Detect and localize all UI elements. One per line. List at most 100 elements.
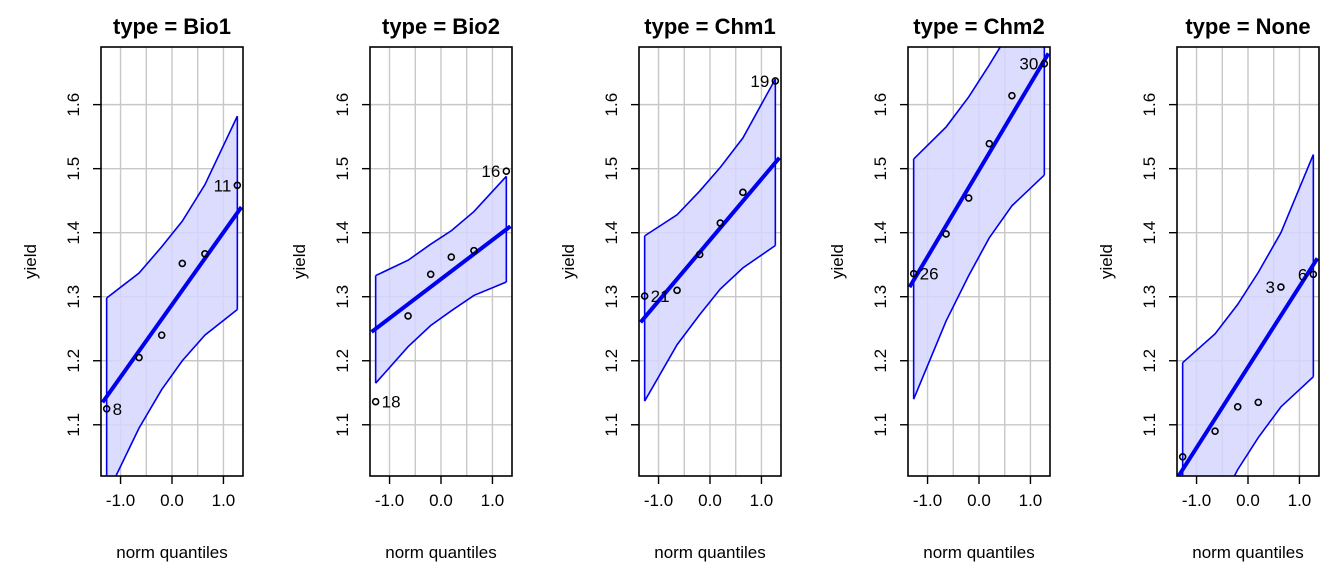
reference-line [1177, 257, 1319, 476]
panel-5: type = None 3 6 -1.0 0.0 1.0 1.1 1.2 1.3 1.4 1.5 1.… [1097, 14, 1320, 562]
data-point [470, 246, 478, 255]
reference-line [908, 52, 1050, 289]
y-tick-label: 1.3 [1140, 285, 1159, 309]
data-point [909, 269, 918, 278]
point-label: 11 [214, 176, 232, 195]
x-tick-label: -1.0 [375, 491, 404, 510]
y-tick-label: 1.1 [871, 413, 890, 437]
y-tick-label: 1.5 [602, 157, 621, 181]
confidence-band [913, 47, 1045, 400]
confidence-band [106, 116, 238, 476]
x-tick-label: 1.0 [1019, 491, 1043, 510]
point-label: 19 [750, 72, 769, 91]
data-point [739, 188, 747, 197]
y-tick-label: 1.5 [1140, 157, 1159, 181]
x-tick-label: 1.0 [212, 491, 236, 510]
x-tick-label: -1.0 [913, 491, 942, 510]
data-point [1040, 59, 1049, 68]
y-tick-label: 1.3 [871, 285, 890, 309]
y-tick-label: 1.6 [333, 93, 352, 117]
data-point [1233, 403, 1242, 411]
y-tick-label: 1.2 [333, 349, 352, 373]
x-tick-label: -1.0 [1182, 491, 1211, 510]
y-axis-label: yield [290, 244, 309, 279]
envelope-lower-line [115, 308, 238, 476]
panel-title: type = Chm2 [913, 14, 1044, 39]
data-point [942, 230, 950, 238]
panel-title: type = Bio1 [113, 14, 231, 39]
data-point [404, 312, 412, 320]
data-point [447, 253, 456, 261]
y-tick-label: 1.4 [1140, 221, 1159, 245]
y-tick-label: 1.5 [64, 157, 83, 181]
x-axis-label: norm quantiles [923, 543, 1035, 562]
plot-area [639, 47, 781, 476]
data-point [1309, 270, 1318, 279]
envelope-lower-line [643, 244, 776, 402]
envelope-upper-line [106, 115, 239, 299]
point-label: 30 [1019, 55, 1038, 74]
x-tick-label: 1.0 [481, 491, 505, 510]
x-tick-label: -1.0 [106, 491, 135, 510]
envelope-upper-line [644, 78, 777, 237]
reference-line [370, 224, 512, 334]
plot-area [370, 47, 512, 476]
x-axis-label: norm quantiles [385, 543, 497, 562]
panel-title: type = Chm1 [644, 14, 775, 39]
y-tick-label: 1.2 [1140, 349, 1159, 373]
point-label: 6 [1298, 265, 1307, 284]
envelope-upper-line [913, 47, 1002, 160]
point-label: 16 [481, 162, 500, 181]
y-tick-label: 1.3 [602, 285, 621, 309]
x-tick-label: 0.0 [1236, 491, 1260, 510]
y-tick-label: 1.4 [64, 221, 83, 245]
x-axis-label: norm quantiles [116, 543, 228, 562]
data-point [135, 353, 143, 362]
data-point [1211, 427, 1219, 435]
data-point [673, 286, 681, 295]
y-tick-label: 1.1 [602, 413, 621, 437]
y-tick-label: 1.1 [333, 413, 352, 437]
panel-3: type = Chm1 21 19 -1.0 0.0 1.0 1.1 1.2 1.3 1.4 1.5… [559, 14, 782, 562]
y-axis-label: yield [1097, 244, 1116, 279]
x-tick-label: 0.0 [698, 491, 722, 510]
data-point [716, 219, 725, 227]
data-point [233, 181, 242, 190]
y-tick-label: 1.6 [1140, 93, 1159, 117]
reference-line [639, 156, 781, 324]
envelope-lower-line [1233, 376, 1314, 476]
confidence-band [1182, 154, 1314, 476]
data-point [502, 167, 511, 176]
data-point [964, 194, 973, 202]
reference-line [101, 205, 243, 404]
data-point [640, 292, 649, 300]
data-point [1277, 283, 1285, 291]
y-tick-label: 1.3 [64, 285, 83, 309]
x-tick-label: 0.0 [160, 491, 184, 510]
y-axis-label: yield [559, 244, 578, 279]
point-label: 26 [920, 265, 939, 284]
y-axis-label: yield [21, 244, 40, 279]
panel-title: type = None [1185, 14, 1310, 39]
y-tick-label: 1.3 [333, 285, 352, 309]
data-point [426, 270, 435, 279]
panel-4: type = Chm2 26 30 -1.0 0.0 1.0 1.1 1.2 1.3 1.4 1.5… [828, 14, 1051, 562]
y-tick-label: 1.5 [871, 157, 890, 181]
plot-area [101, 47, 243, 476]
x-axis-label: norm quantiles [1192, 543, 1304, 562]
data-point [178, 259, 187, 268]
data-point [1178, 452, 1187, 461]
y-axis-label: yield [828, 244, 847, 279]
envelope-lower-line [912, 174, 1045, 400]
data-point [157, 331, 166, 339]
x-tick-label: -1.0 [644, 491, 673, 510]
y-tick-label: 1.2 [602, 349, 621, 373]
data-point [201, 250, 209, 258]
panel-2: type = Bio2 18 16 -1.0 0.0 1.0 1.1 1.2 1.3 1.4 1.5… [290, 14, 513, 562]
y-tick-label: 1.6 [64, 93, 83, 117]
y-tick-label: 1.4 [333, 221, 352, 245]
y-tick-label: 1.2 [64, 349, 83, 373]
data-point [1008, 91, 1016, 100]
y-tick-label: 1.1 [64, 413, 83, 437]
